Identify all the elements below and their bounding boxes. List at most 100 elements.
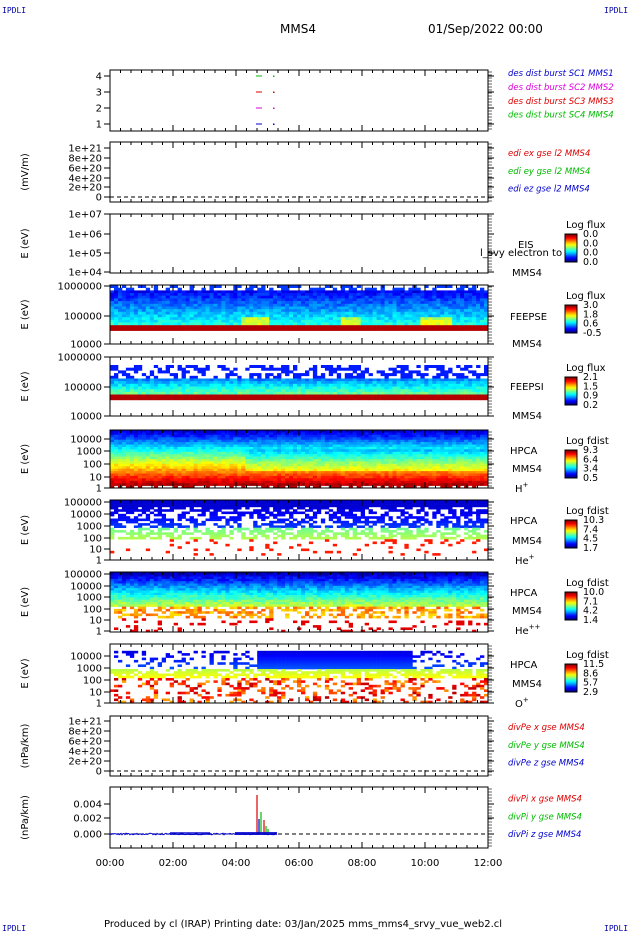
- spectrogram-cell: [285, 471, 290, 474]
- spectrogram-cell: [185, 381, 190, 385]
- spectrogram-cell: [193, 293, 198, 296]
- spectrogram-cell: [380, 378, 385, 382]
- spectrogram-cell: [153, 466, 159, 469]
- spectrogram-cell: [468, 311, 473, 315]
- spectrogram-cell: [348, 434, 353, 438]
- spectrogram-cell: [233, 480, 238, 484]
- spectrogram-cell: [213, 311, 218, 315]
- spectrogram-cell: [388, 306, 393, 310]
- spectrogram-cell: [249, 311, 254, 315]
- spectrogram-cell: [384, 480, 389, 484]
- spectrogram-cell: [281, 432, 286, 436]
- spectrogram-cell: [257, 303, 262, 307]
- spectrogram-cell: [197, 463, 202, 467]
- spectrogram-cell: [197, 434, 202, 438]
- spectrogram-cell: [400, 480, 405, 484]
- spectrogram-cell: [265, 317, 270, 321]
- spectrogram-cell: [157, 293, 162, 296]
- spectrogram-cell: [376, 317, 381, 321]
- spectrogram-cell: [189, 463, 194, 467]
- spectrogram-cell: [205, 454, 210, 457]
- spectrogram-cell: [440, 391, 445, 395]
- spectrogram-cell: [380, 327, 385, 331]
- spectrogram-cell: [173, 375, 178, 379]
- spectrogram-cell: [384, 451, 389, 455]
- spectrogram-cell: [137, 394, 143, 398]
- spectrogram-cell: [364, 295, 369, 299]
- spectrogram-cell: [225, 478, 230, 481]
- spectrogram-cell: [185, 442, 190, 445]
- spectrogram-cell: [161, 397, 166, 401]
- spectrogram-cell: [114, 381, 119, 385]
- spectrogram-cell: [436, 293, 441, 296]
- spectrogram-cell: [137, 301, 143, 305]
- spectrogram-cell: [213, 434, 218, 438]
- spectrogram-cell: [133, 466, 139, 469]
- spectrogram-cell: [277, 314, 282, 318]
- spectrogram-cell: [145, 483, 151, 486]
- colorbar-swatch: [565, 249, 577, 251]
- spectrogram-cell: [424, 311, 429, 315]
- spectrogram-cell: [308, 449, 314, 452]
- spectrogram-cell: [193, 389, 198, 393]
- spectrogram-cell: [368, 456, 373, 460]
- spectrogram-cell: [185, 444, 190, 448]
- spectrogram-cell: [217, 365, 222, 368]
- spectrogram-cell: [340, 327, 346, 331]
- spectrogram-cell: [114, 295, 119, 299]
- spectrogram-cell: [217, 378, 222, 382]
- spectrogram-cell: [141, 451, 147, 455]
- spectrogram-cell: [476, 298, 481, 302]
- spectrogram-cell: [257, 478, 262, 481]
- spectrogram-cell: [396, 298, 401, 302]
- spectrogram-cell: [412, 287, 417, 291]
- spectrogram-cell: [281, 473, 286, 477]
- spectrogram-cell: [241, 475, 246, 479]
- spectrogram-cell: [344, 298, 350, 302]
- spectrogram-cell: [376, 391, 381, 395]
- spectrogram-cell: [110, 430, 115, 433]
- spectrogram-cell: [344, 451, 350, 455]
- spectrogram-cell: [193, 444, 198, 448]
- spectrogram-cell: [324, 381, 330, 385]
- spectrogram-cell: [340, 290, 346, 294]
- spectrogram-cell: [376, 475, 381, 479]
- spectrogram-cell: [320, 303, 326, 307]
- spectrogram-cell: [197, 449, 202, 452]
- spectrogram-cell: [157, 475, 162, 479]
- spectrogram-cell: [320, 468, 326, 472]
- spectrogram-cell: [289, 389, 294, 393]
- spectrogram-cell: [344, 373, 350, 377]
- spectrogram-cell: [221, 383, 226, 387]
- spectrogram-cell: [277, 381, 282, 385]
- spectrogram-cell: [157, 290, 162, 294]
- spectrogram-cell: [145, 446, 151, 450]
- spectrogram-cell: [396, 301, 401, 305]
- spectrogram-cell: [249, 480, 254, 484]
- colorbar-tick-label: 3.0: [583, 300, 598, 311]
- spectrogram-cell: [110, 365, 115, 368]
- spectrogram-cell: [265, 314, 270, 318]
- spectrogram-cell: [153, 293, 159, 296]
- spectrogram-cell: [308, 386, 314, 390]
- spectrogram-cell: [328, 473, 334, 477]
- spectrogram-cell: [241, 468, 246, 472]
- spectrogram-cell: [233, 319, 238, 323]
- spectrogram-cell: [384, 444, 389, 448]
- spectrogram-cell: [165, 475, 170, 479]
- spectrogram-cell: [145, 287, 151, 291]
- spectrogram-cell: [293, 442, 298, 445]
- spectrogram-cell: [372, 463, 377, 467]
- spectrogram-cell: [237, 378, 242, 382]
- spectrogram-cell: [472, 303, 477, 307]
- spectrogram-cell: [145, 314, 151, 318]
- spectrogram-cell: [205, 459, 210, 462]
- spectrogram-cell: [125, 293, 131, 296]
- spectrogram-cell: [336, 367, 342, 371]
- spectrogram-cell: [293, 375, 298, 379]
- colorbar-frame: [564, 233, 578, 263]
- spectrogram-cell: [308, 389, 314, 393]
- spectrogram-cell: [456, 295, 461, 299]
- spectrogram-cell: [197, 391, 202, 395]
- spectrogram-cell: [181, 373, 186, 377]
